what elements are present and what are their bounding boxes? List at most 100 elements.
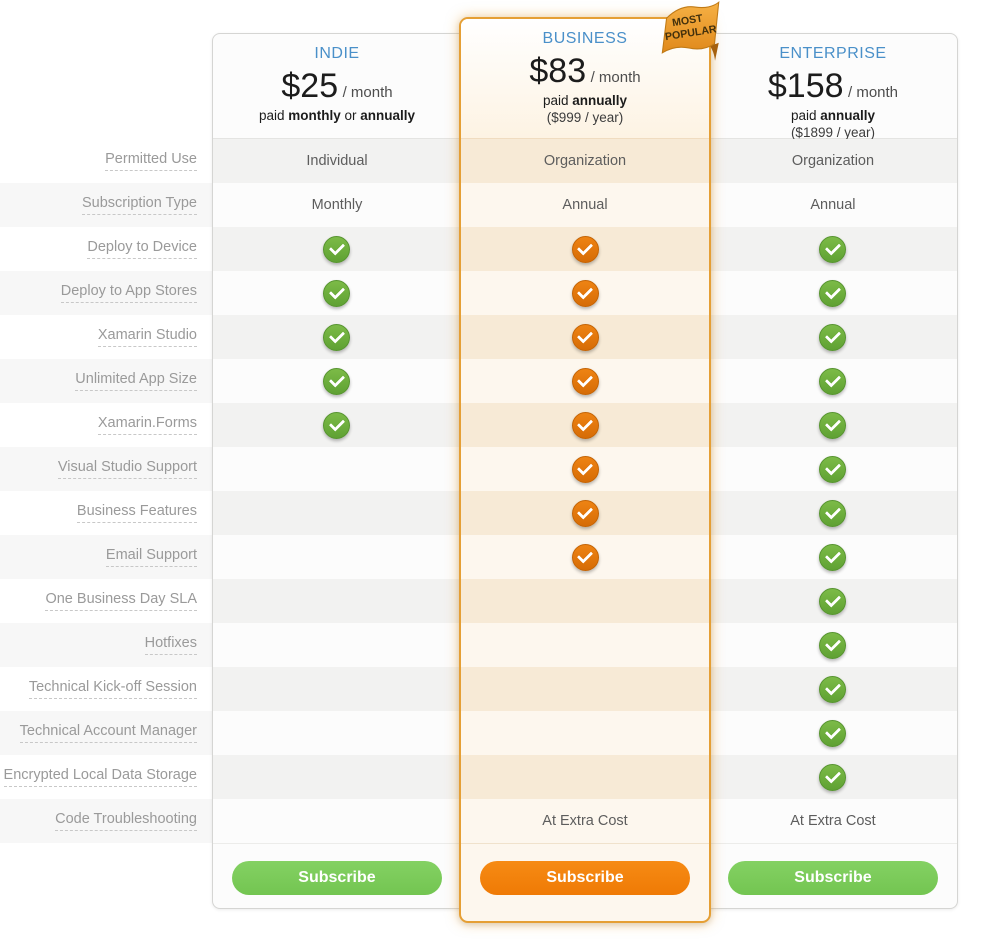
check-icon [323,411,351,439]
plan-header-business: BUSINESS $83 / month paid annually ($999… [461,19,709,139]
feature-label[interactable]: Xamarin.Forms [97,415,197,435]
feature-row-label: Xamarin Studio [0,315,212,359]
feature-cell [213,535,461,579]
feature-cell [213,623,461,667]
check-icon [571,499,599,527]
billing-text-segment: monthly [288,108,341,123]
feature-cell [461,359,709,403]
feature-label[interactable]: Permitted Use [105,151,197,171]
feature-label[interactable]: Unlimited App Size [75,371,197,391]
feature-cell [461,535,709,579]
check-icon [571,323,599,351]
plan-name: ENTERPRISE [779,45,887,62]
billing-text-segment: annually [572,93,628,108]
check-icon [819,323,847,351]
feature-label[interactable]: Subscription Type [82,195,197,215]
check-icon [323,323,351,351]
plan-footer-indie: Subscribe [213,843,461,908]
feature-label[interactable]: Code Troubleshooting [55,811,197,831]
check-icon [571,543,599,571]
subscribe-button-business[interactable]: Subscribe [480,861,690,895]
price-period: / month [342,84,393,101]
feature-cell [213,227,461,271]
plan-header-enterprise: ENTERPRISE $158 / month paid annually ($… [708,34,957,140]
plan-footer-business: Subscribe [461,843,709,921]
feature-cell: At Extra Cost [709,799,957,843]
plan-year-note: ($999 / year) [546,110,624,125]
feature-cell [709,535,957,579]
billing-text-segment: or [340,108,361,123]
cell-text: Annual [562,197,608,213]
feature-cell [461,579,709,623]
feature-cell [213,447,461,491]
feature-label[interactable]: Technical Account Manager [19,723,197,743]
feature-cell: Monthly [213,183,461,227]
feature-label[interactable]: Deploy to Device [87,239,197,259]
feature-label[interactable]: Encrypted Local Data Storage [3,767,197,787]
feature-row-label: Code Troubleshooting [0,799,212,843]
feature-cell [213,711,461,755]
plan-column-business: BUSINESS $83 / month paid annually ($999… [459,17,711,923]
feature-cell [213,271,461,315]
plan-price: $83 / month [461,52,709,91]
feature-cell [709,447,957,491]
feature-label[interactable]: Email Support [105,547,197,567]
check-icon [819,455,847,483]
feature-cell [461,667,709,711]
feature-label[interactable]: Technical Kick-off Session [28,679,197,699]
feature-label[interactable]: One Business Day SLA [45,591,197,611]
feature-row-label: Technical Account Manager [0,711,212,755]
feature-row-label: Deploy to Device [0,227,212,271]
plan-column-indie: INDIE $25 / month paid monthly or annual… [213,34,461,908]
feature-cell [461,403,709,447]
billing-text-segment: paid [258,108,289,123]
plan-price: $25 / month [213,67,461,106]
check-icon [819,543,847,571]
feature-row-label: One Business Day SLA [0,579,212,623]
plan-billing-note: paid annually [709,108,957,123]
feature-cell [461,227,709,271]
feature-label[interactable]: Business Features [76,503,197,523]
price-period: / month [590,69,641,86]
feature-label[interactable]: Hotfixes [144,635,197,655]
check-icon [819,279,847,307]
price-period: / month [847,84,899,101]
plan-column-enterprise: ENTERPRISE $158 / month paid annually ($… [708,34,957,908]
subscribe-button-enterprise[interactable]: Subscribe [727,861,938,895]
plan-billing-note: paid monthly or annually [213,108,461,123]
ribbon-flag [661,1,720,54]
feature-label[interactable]: Visual Studio Support [57,459,197,479]
feature-cell: At Extra Cost [461,799,709,843]
price-amount: $83 [529,52,587,90]
feature-cell [213,579,461,623]
feature-row-label: Hotfixes [0,623,212,667]
plan-name: INDIE [314,45,360,62]
feature-row-label: Encrypted Local Data Storage [0,755,212,799]
check-icon [323,235,351,263]
feature-cell: Annual [709,183,957,227]
check-icon [571,367,599,395]
feature-cell [461,447,709,491]
feature-cell [461,623,709,667]
feature-label[interactable]: Deploy to App Stores [60,283,197,303]
cell-text: Organization [543,153,627,169]
feature-cell [709,359,957,403]
cell-text: Annual [810,197,856,213]
check-icon [819,719,847,747]
subscribe-button-indie[interactable]: Subscribe [231,861,442,895]
plan-name: BUSINESS [542,30,628,47]
feature-cell [708,667,957,711]
check-icon [819,631,847,659]
plan-year-note: ($1899 / year) [790,125,875,140]
check-icon [819,675,847,703]
feature-label[interactable]: Xamarin Studio [97,327,197,347]
billing-text-segment: annually [360,108,416,123]
feature-cell [709,711,957,755]
cell-text: Monthly [311,197,363,213]
check-icon [819,499,847,527]
feature-cell: Annual [461,183,709,227]
feature-cell [709,271,957,315]
feature-cell [708,491,957,535]
price-amount: $25 [281,67,339,105]
